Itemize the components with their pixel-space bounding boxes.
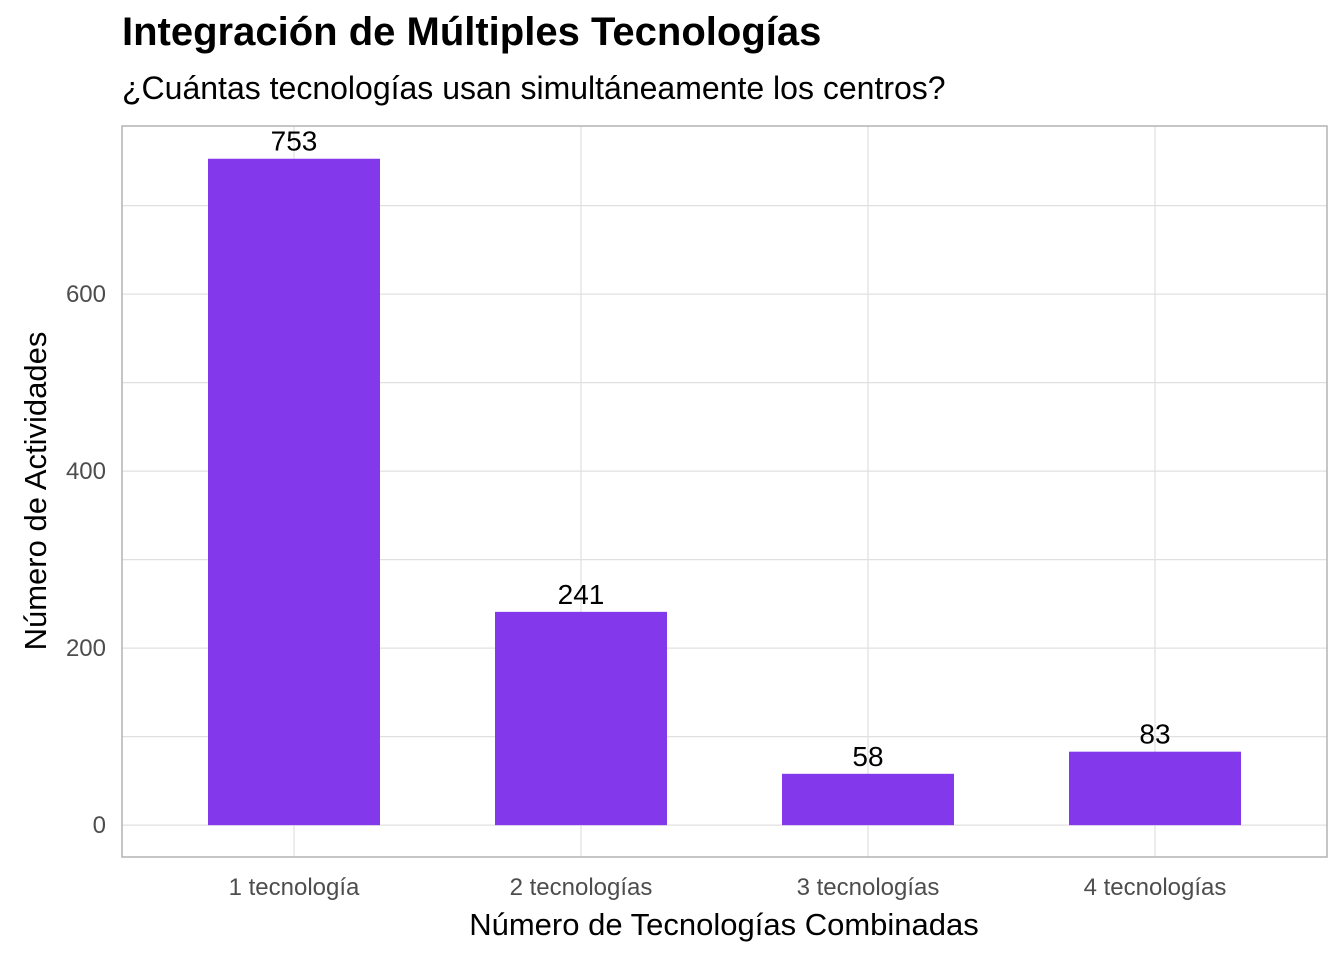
x-tick-label: 3 tecnologías xyxy=(797,874,940,901)
y-tick-label: 400 xyxy=(66,458,106,485)
x-tick-label: 1 tecnología xyxy=(229,874,360,901)
data-labels: 753 241 58 83 xyxy=(271,126,1171,772)
x-axis-title: Número de Tecnologías Combinadas xyxy=(469,907,979,942)
x-tick-label: 2 tecnologías xyxy=(510,874,653,901)
bar xyxy=(782,773,954,826)
y-tick-label: 200 xyxy=(66,635,106,662)
x-tick-label: 4 tecnologías xyxy=(1084,874,1227,901)
bar xyxy=(208,158,380,826)
bars xyxy=(208,158,1241,826)
plot-panel-border xyxy=(121,125,1328,858)
chart-title: Integración de Múltiples Tecnologías xyxy=(122,10,822,54)
data-label: 753 xyxy=(271,126,318,157)
data-label: 58 xyxy=(852,741,883,772)
bar xyxy=(495,611,667,826)
y-axis-title: Número de Actividades xyxy=(18,332,53,651)
y-tick-label: 600 xyxy=(66,281,106,308)
data-label: 83 xyxy=(1139,719,1170,750)
y-axis-ticks: 0 200 400 600 xyxy=(66,281,106,839)
data-label: 241 xyxy=(558,579,605,610)
x-axis-ticks: 1 tecnología 2 tecnologías 3 tecnologías 4 … xyxy=(229,874,1227,901)
y-tick-label: 0 xyxy=(93,812,106,839)
bar xyxy=(1069,751,1241,826)
chart-subtitle: ¿Cuántas tecnologías usan simultáneament… xyxy=(122,70,946,106)
